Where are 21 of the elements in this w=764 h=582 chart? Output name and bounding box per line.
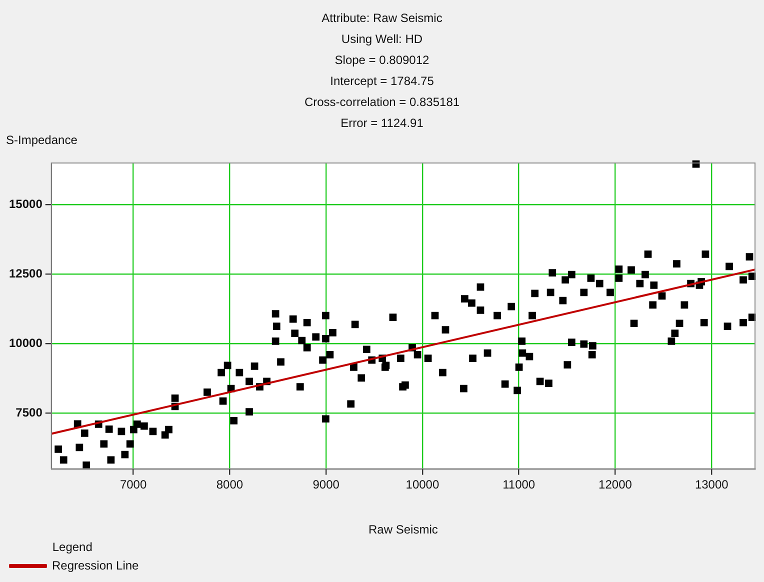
x-tick-label: 8000 xyxy=(216,477,244,492)
x-tick-label: 10000 xyxy=(406,477,440,492)
text: Slope = 0.809012 xyxy=(334,52,430,69)
x-axis-title: Raw Seismic xyxy=(368,522,438,537)
y-axis-title: S-Impedance xyxy=(6,132,78,149)
x-tick-label: 13000 xyxy=(694,477,729,492)
x-tick-label: 7000 xyxy=(120,477,147,492)
x-tick-label: 12000 xyxy=(598,477,632,492)
text: Cross-correlation = 0.835181 xyxy=(303,94,461,111)
y-tick-label: 10000 xyxy=(8,336,43,350)
y-tick-label: 7500 xyxy=(16,406,43,420)
text: Intercept = 1784.75 xyxy=(329,73,435,90)
legend-title: Legend xyxy=(52,540,92,554)
chart-title: Attribute: Raw Seismic xyxy=(320,10,444,27)
text: Error = 1124.91 xyxy=(340,115,424,132)
y-tick-label: 12500 xyxy=(8,266,43,281)
y-tick-label: 15000 xyxy=(8,197,43,212)
legend-label: Regression Line xyxy=(52,558,140,572)
x-tick-label: 11000 xyxy=(502,477,536,492)
chart-subtitle: Using Well: HD xyxy=(340,31,424,48)
x-tick-label: 9000 xyxy=(312,477,340,492)
